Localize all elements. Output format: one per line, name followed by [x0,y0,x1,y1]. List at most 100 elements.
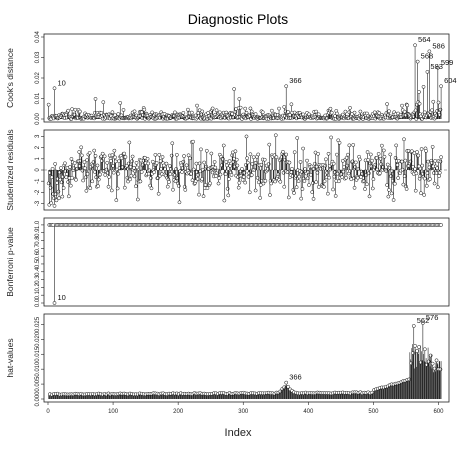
panel-2-point [223,172,228,176]
panel-2-point [203,183,208,187]
panel-2-point [146,161,151,166]
panel-2-point [209,151,214,156]
panel-2-point [350,159,355,164]
panel-2-point [251,155,256,160]
panel-1-point [421,84,426,89]
panel-1-point [343,109,348,114]
panel-4-point-label: 366 [289,373,302,382]
panel-1-point [173,110,177,115]
panel-2-point [153,152,158,157]
panel-2-point [344,155,349,160]
panel-2-point [297,174,302,179]
panel-4-point [428,353,433,358]
panel-2-point [437,174,441,178]
panel-2-point [156,191,161,196]
panel-2-point [198,169,203,174]
panel-2-point [56,189,61,194]
panel-2-point [83,175,88,180]
panel-1-point [217,110,222,115]
panel-1-point-label: 604 [444,76,457,85]
x-axis-label: Index [225,427,252,439]
panel-2-point [337,140,342,145]
panel-1-point [66,108,71,113]
x-tick-label: 400 [303,409,314,415]
panel-2-point [379,162,384,167]
panel-3-y-tick-label: 0.1 [35,290,41,299]
panel-2-point [173,179,178,184]
panel-2-point [428,177,432,181]
panel-2-point [109,159,113,163]
panel-2-point [237,180,242,185]
panel-2-point [282,184,287,189]
panel-2-point [374,156,379,160]
panel-1-point [210,106,215,111]
panel-2-point [335,152,339,157]
panel-1-point-label: 10 [58,78,66,87]
panel-2-point [61,186,66,190]
panel-2-point [119,156,124,161]
panel-1-point [358,109,363,114]
panel-2-point [202,160,207,165]
panel-2-point [111,170,116,175]
panel-2-point [326,191,330,196]
panel-2-point [59,166,63,170]
panel-2-point [290,166,294,171]
panel-2-point [103,173,108,177]
panel-2-point [169,153,174,158]
panel-1-point [101,100,106,105]
panel-4-point [415,349,419,353]
panel-1-point [439,84,443,89]
panel-2-point [96,177,101,182]
panel-2-point [129,173,134,178]
panel-2-point [262,157,267,162]
panel-2-point [128,165,133,169]
panel-1-point [121,108,126,112]
panel-1-point [150,110,154,115]
panel-1-point [142,107,147,112]
panel-1-point [52,86,57,91]
panel-2-point [333,194,338,198]
panel-2-point [222,198,227,203]
panel-2-point [70,175,74,180]
panel-2-point [139,170,144,174]
panel-2-point [286,195,291,200]
panel-2-point [87,151,92,155]
panel-4-y-tick-label: 0.015 [35,346,41,362]
panel-2-point [128,177,132,182]
panel-1-point-label: 599 [441,58,454,67]
panel-1-point [427,49,432,54]
panel-3-point [439,223,443,227]
panel-2-point [300,187,305,191]
panel-2-point [249,173,254,177]
panel-1-point [436,100,441,105]
panel-2-point [352,185,357,190]
panel-2-point [74,177,78,182]
panel-2-point [257,180,261,185]
panel-2-point [384,169,389,173]
panel-2-point [376,152,381,156]
panel-2-point [253,188,258,193]
panel-4-point [411,351,415,355]
panel-2-point [190,178,195,183]
panel-1-y-tick-label: 0.04 [35,31,41,43]
panel-2-point [79,153,84,158]
panel-4-point [417,345,421,349]
panel-2-point [267,142,272,147]
panel-2-point [132,174,137,179]
panel-2-point [68,183,73,188]
panel-2-point [197,161,202,166]
panel-2-point [100,151,105,156]
panel-2-point [126,161,131,166]
panel-1-y-label: Cook's distance [5,48,15,108]
panel-1-point [195,103,199,108]
panel-2-point [176,184,181,188]
panel-2-point [256,152,261,157]
panel-2-point [281,170,286,175]
panel-2-point [113,159,118,164]
panel-2-point [92,148,97,153]
panel-2-point [335,171,340,176]
panel-4-point [411,324,416,328]
x-axis: 0 100 200 300 400 500 600 [46,402,444,415]
panel-1-point [400,103,404,108]
